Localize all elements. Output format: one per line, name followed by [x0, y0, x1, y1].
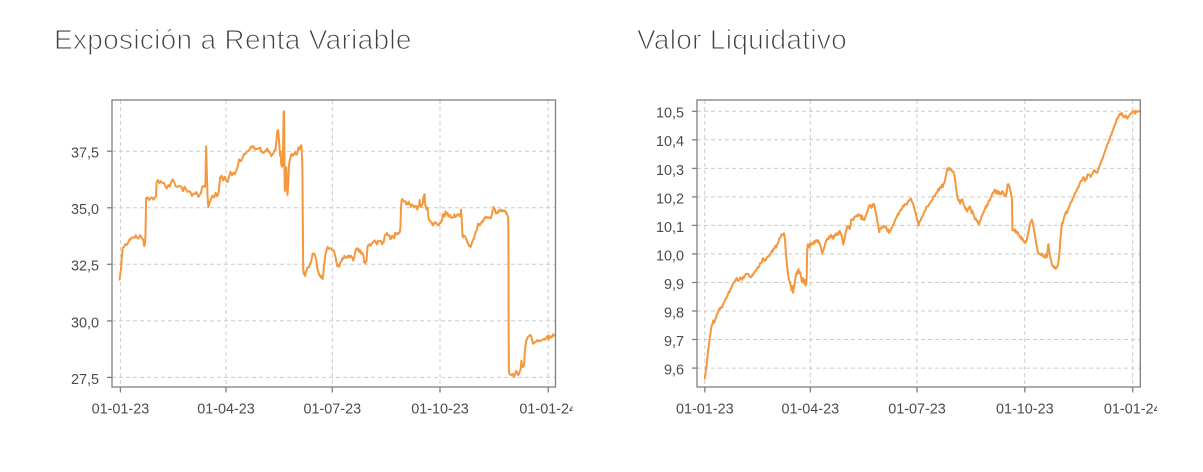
- svg-text:10,3: 10,3: [656, 163, 684, 179]
- svg-text:01-01-23: 01-01-23: [92, 402, 150, 418]
- svg-text:01-01-23: 01-01-23: [676, 402, 734, 418]
- svg-text:10,2: 10,2: [656, 191, 684, 207]
- svg-text:10,4: 10,4: [656, 134, 684, 150]
- svg-text:Exposición a Renta Variable: Exposición a Renta Variable: [54, 24, 412, 55]
- svg-text:10,0: 10,0: [656, 248, 684, 264]
- svg-text:9,9: 9,9: [664, 277, 684, 293]
- svg-text:01-10-23: 01-10-23: [996, 402, 1054, 418]
- svg-text:01-07-23: 01-07-23: [303, 402, 361, 418]
- svg-text:01-01-24: 01-01-24: [1104, 402, 1162, 418]
- svg-text:27,5: 27,5: [71, 372, 99, 388]
- svg-text:9,7: 9,7: [664, 334, 684, 350]
- svg-text:Valor Liquidativo: Valor Liquidativo: [637, 24, 847, 55]
- svg-text:37,5: 37,5: [71, 146, 99, 162]
- svg-text:01-04-23: 01-04-23: [781, 402, 839, 418]
- svg-text:10,1: 10,1: [656, 220, 684, 236]
- svg-text:10,5: 10,5: [656, 106, 684, 122]
- svg-text:01-04-23: 01-04-23: [197, 402, 255, 418]
- svg-text:01-10-23: 01-10-23: [411, 402, 469, 418]
- svg-text:30,0: 30,0: [71, 315, 99, 331]
- svg-text:9,8: 9,8: [664, 305, 684, 321]
- svg-text:9,6: 9,6: [664, 363, 684, 379]
- svg-text:01-01-24: 01-01-24: [519, 402, 577, 418]
- svg-text:35,0: 35,0: [71, 202, 99, 218]
- svg-text:32,5: 32,5: [71, 259, 99, 275]
- svg-text:01-07-23: 01-07-23: [888, 402, 946, 418]
